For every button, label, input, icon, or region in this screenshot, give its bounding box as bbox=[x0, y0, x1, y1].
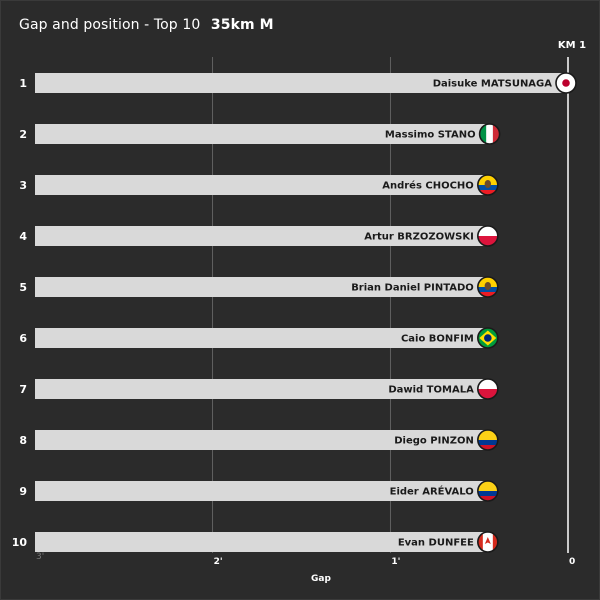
bar-rank-5 bbox=[35, 277, 490, 297]
bar-rank-3 bbox=[35, 175, 490, 195]
flag-col-yellow bbox=[477, 430, 498, 440]
bar-rank-6 bbox=[35, 328, 490, 348]
flag-col-red bbox=[477, 445, 498, 450]
bar-rank-8 bbox=[35, 430, 490, 450]
athlete-name: Massimo STANO bbox=[385, 130, 476, 141]
bar-rank-2 bbox=[35, 124, 492, 144]
athlete-name: Evan DUNFEE bbox=[398, 538, 474, 549]
flag-col-yellow bbox=[477, 481, 498, 491]
rank-label: 4 bbox=[19, 230, 27, 243]
rank-label: 6 bbox=[19, 332, 27, 345]
chart-subtitle: 35km M bbox=[210, 17, 274, 33]
athlete-name: Caio BONFIM bbox=[401, 334, 474, 345]
flag-ring bbox=[477, 531, 499, 553]
flag-bra-globe bbox=[484, 334, 492, 342]
flag-pol-white bbox=[477, 226, 498, 236]
flag-ecu-red bbox=[477, 292, 498, 297]
athlete-name: Diego PINZON bbox=[394, 436, 474, 447]
x-tick-label: 2' bbox=[214, 557, 223, 567]
flag-ring bbox=[477, 429, 499, 451]
flag-ita-white bbox=[486, 124, 493, 144]
flag-icon-ecu bbox=[477, 276, 499, 298]
rank-label: 1 bbox=[19, 77, 27, 90]
chart-title-text: Gap and position - Top 10 bbox=[19, 17, 201, 33]
flag-icon-pol bbox=[477, 225, 499, 247]
rank-label: 2 bbox=[19, 128, 27, 141]
flag-jpn-disc bbox=[562, 79, 570, 87]
flag-icon-ita bbox=[478, 123, 501, 145]
flag-pol-red bbox=[477, 236, 498, 246]
flag-ring bbox=[477, 174, 499, 196]
flag-ring bbox=[555, 72, 577, 94]
flag-col-blue bbox=[477, 440, 498, 445]
flag-ring bbox=[477, 276, 499, 298]
bar-rank-9 bbox=[35, 481, 490, 501]
athlete-name: Artur BRZOZOWSKI bbox=[364, 232, 474, 243]
km-marker-label: KM 1 bbox=[558, 40, 586, 51]
flag-icon-jpn bbox=[555, 72, 577, 94]
athlete-name: Andrés CHOCHO bbox=[382, 180, 474, 192]
rank-label: 10 bbox=[12, 536, 28, 549]
flag-icon-ecu bbox=[477, 174, 499, 196]
chart-title: Gap and position - Top 10 35km M bbox=[19, 17, 274, 33]
flag-icon-pol bbox=[477, 378, 499, 400]
rank-label: 3 bbox=[19, 179, 27, 192]
flag-ring bbox=[477, 378, 499, 400]
flag-ring bbox=[477, 327, 499, 349]
x-axis-label: Gap bbox=[311, 574, 331, 584]
flag-pol-red bbox=[477, 389, 498, 399]
bar-rank-10 bbox=[35, 532, 490, 552]
rank-label: 5 bbox=[19, 281, 27, 294]
flag-can-leaf bbox=[484, 537, 491, 544]
flag-col-blue bbox=[477, 491, 498, 496]
flag-icon-bra bbox=[477, 327, 499, 349]
athlete-name: Eider ARÉVALO bbox=[390, 485, 474, 498]
flag-ecu-emblem bbox=[484, 282, 492, 290]
x-tick-label: 3' bbox=[36, 552, 44, 562]
flag-can-left bbox=[477, 532, 483, 552]
flag-ecu-emblem bbox=[484, 180, 492, 188]
bar-rank-7 bbox=[35, 379, 490, 399]
rank-label: 7 bbox=[19, 383, 27, 396]
x-tick-label: 1' bbox=[391, 557, 400, 567]
athlete-name: Brian Daniel PINTADO bbox=[351, 283, 474, 294]
flag-pol-white bbox=[477, 379, 498, 389]
flag-ring bbox=[477, 480, 499, 502]
flag-icon-col bbox=[477, 429, 499, 451]
bar-rank-4 bbox=[35, 226, 490, 246]
bar-rank-1 bbox=[35, 73, 568, 93]
flag-icon-col bbox=[477, 480, 499, 502]
flag-ring bbox=[477, 225, 499, 247]
x-tick-label: 0 bbox=[569, 557, 575, 567]
athlete-name: Daisuke MATSUNAGA bbox=[433, 79, 553, 90]
flag-ecu-red bbox=[477, 190, 498, 195]
flag-col-red bbox=[477, 496, 498, 501]
athlete-name: Dawid TOMALA bbox=[388, 385, 474, 396]
rank-label: 8 bbox=[19, 434, 27, 447]
flag-can-right bbox=[492, 532, 498, 552]
flag-ring bbox=[478, 123, 501, 145]
flag-icon-can bbox=[477, 531, 499, 553]
rank-label: 9 bbox=[19, 485, 27, 498]
flag-ita-green bbox=[479, 124, 487, 144]
flag-ita-red bbox=[492, 124, 500, 144]
